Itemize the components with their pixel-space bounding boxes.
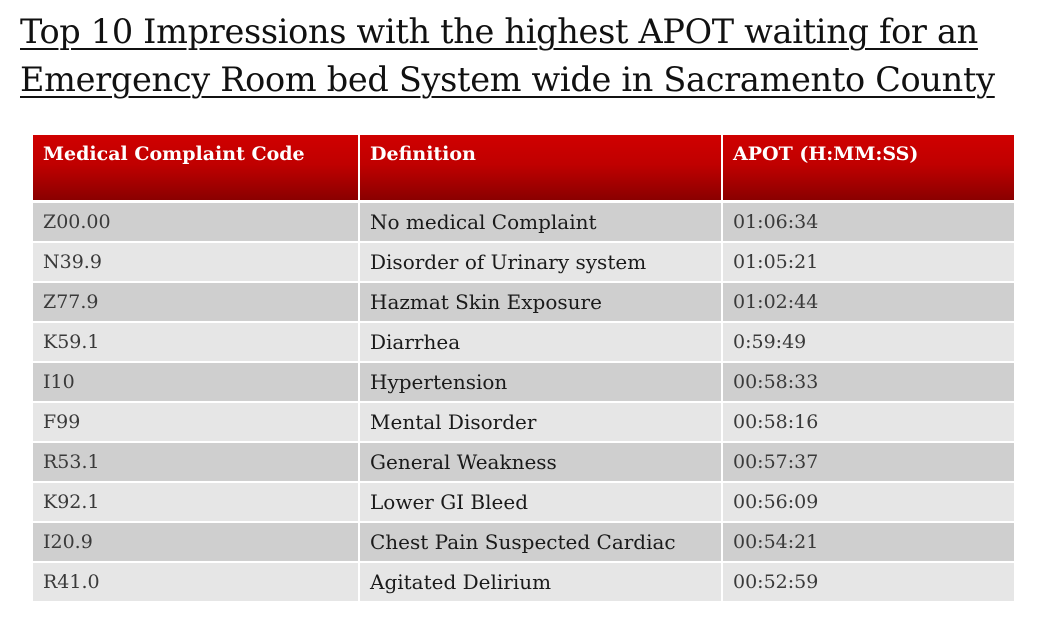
definition-cell: Hypertension [360, 363, 723, 403]
definition-cell: Agitated Delirium [360, 563, 723, 603]
complaint-code-cell: Z77.9 [33, 283, 360, 323]
apot-cell: 00:52:59 [723, 563, 1014, 603]
apot-cell: 01:05:21 [723, 243, 1014, 283]
table-row: N39.9 Disorder of Urinary system 01:05:21 [33, 243, 1014, 283]
apot-cell: 00:57:37 [723, 443, 1014, 483]
table-row: R53.1 General Weakness 00:57:37 [33, 443, 1014, 483]
definition-cell: Chest Pain Suspected Cardiac [360, 523, 723, 563]
complaint-code-cell: N39.9 [33, 243, 360, 283]
definition-cell: General Weakness [360, 443, 723, 483]
definition-cell: Lower GI Bleed [360, 483, 723, 523]
definition-cell: Mental Disorder [360, 403, 723, 443]
complaint-code-cell: F99 [33, 403, 360, 443]
apot-cell: 01:06:34 [723, 203, 1014, 243]
complaint-code-cell: Z00.00 [33, 203, 360, 243]
definition-cell: Diarrhea [360, 323, 723, 363]
apot-cell: 00:58:16 [723, 403, 1014, 443]
table-row: I20.9 Chest Pain Suspected Cardiac 00:54:2… [33, 523, 1014, 563]
header-apot: APOT (H:MM:SS) [723, 135, 1014, 203]
apot-cell: 00:54:21 [723, 523, 1014, 563]
complaint-code-cell: I10 [33, 363, 360, 403]
complaint-code-cell: I20.9 [33, 523, 360, 563]
table-row: Z77.9 Hazmat Skin Exposure 01:02:44 [33, 283, 1014, 323]
title-line-2: Emergency Room bed System wide in Sacram… [20, 60, 995, 99]
definition-cell: No medical Complaint [360, 203, 723, 243]
table-row: Z00.00 No medical Complaint 01:06:34 [33, 203, 1014, 243]
table-row: R41.0 Agitated Delirium 00:52:59 [33, 563, 1014, 603]
apot-cell: 00:56:09 [723, 483, 1014, 523]
complaint-code-cell: K92.1 [33, 483, 360, 523]
complaint-code-cell: K59.1 [33, 323, 360, 363]
complaint-code-cell: R41.0 [33, 563, 360, 603]
complaint-code-cell: R53.1 [33, 443, 360, 483]
header-definition: Definition [360, 135, 723, 203]
header-medical-complaint-code: Medical Complaint Code [33, 135, 360, 203]
apot-cell: 01:02:44 [723, 283, 1014, 323]
table-row: K92.1 Lower GI Bleed 00:56:09 [33, 483, 1014, 523]
apot-cell: 0:59:49 [723, 323, 1014, 363]
title-line-1: Top 10 Impressions with the highest APOT… [20, 12, 978, 51]
table-row: I10 Hypertension 00:58:33 [33, 363, 1014, 403]
table-row: F99 Mental Disorder 00:58:16 [33, 403, 1014, 443]
table-header-row: Medical Complaint Code Definition APOT (… [33, 135, 1014, 203]
definition-cell: Hazmat Skin Exposure [360, 283, 723, 323]
apot-cell: 00:58:33 [723, 363, 1014, 403]
apot-table: Medical Complaint Code Definition APOT (… [33, 135, 1014, 603]
table-row: K59.1 Diarrhea 0:59:49 [33, 323, 1014, 363]
table-body: Z00.00 No medical Complaint 01:06:34 N39.9 D… [33, 203, 1014, 603]
definition-cell: Disorder of Urinary system [360, 243, 723, 283]
page-title: Top 10 Impressions with the highest APOT… [20, 8, 1035, 104]
